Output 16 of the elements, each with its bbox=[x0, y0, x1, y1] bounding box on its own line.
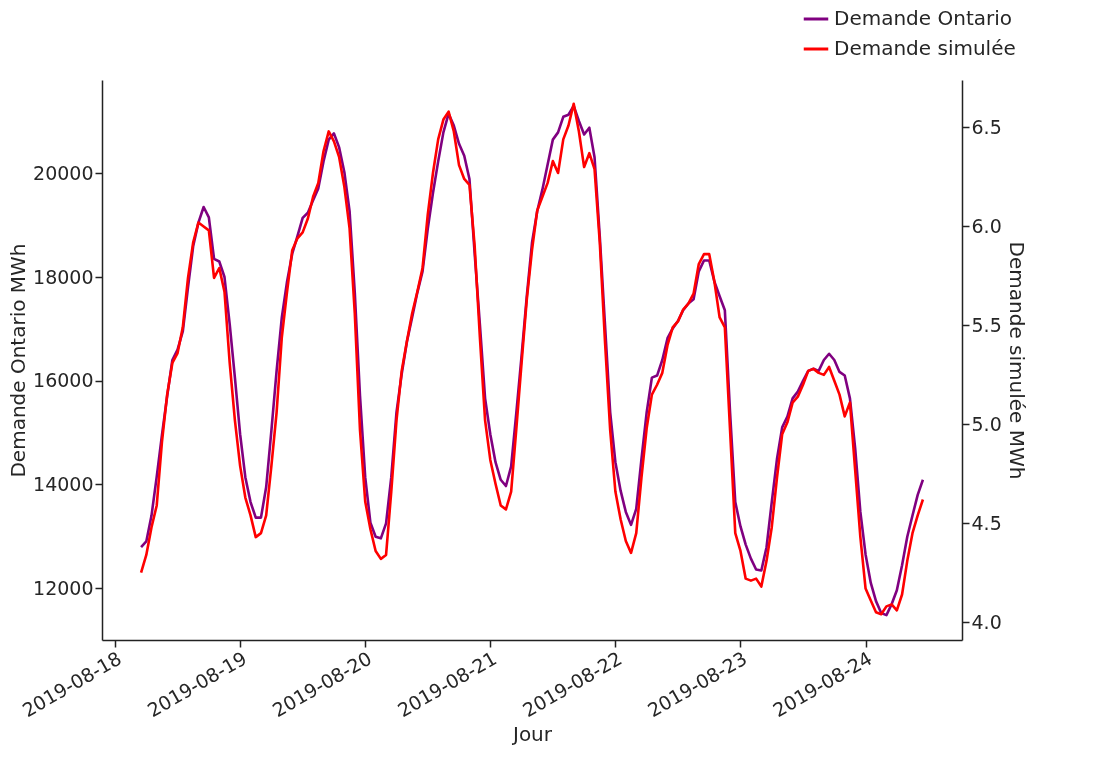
y2-tick-label: 6.5 bbox=[971, 115, 1002, 138]
y-axis-title: Demande Ontario MWh bbox=[6, 243, 31, 478]
legend-label: Demande simulée bbox=[834, 36, 1016, 60]
y-tick-label: 18000 bbox=[33, 265, 94, 288]
y-tick-label: 12000 bbox=[33, 576, 94, 599]
y-tick-label: 20000 bbox=[33, 161, 94, 184]
y-tick-label: 16000 bbox=[33, 369, 94, 392]
legend-label: Demande Ontario bbox=[834, 6, 1013, 30]
y2-tick-label: 4.0 bbox=[971, 610, 1002, 633]
x-axis-title: Jour bbox=[510, 722, 553, 747]
y2-tick-label: 5.5 bbox=[971, 313, 1002, 336]
y-tick-label: 14000 bbox=[33, 472, 94, 495]
y2-axis-title: Demande simulée MWh bbox=[1004, 241, 1029, 480]
y2-tick-label: 6.0 bbox=[971, 214, 1002, 237]
y2-tick-label: 4.5 bbox=[971, 511, 1002, 534]
y2-tick-label: 5.0 bbox=[971, 412, 1002, 435]
